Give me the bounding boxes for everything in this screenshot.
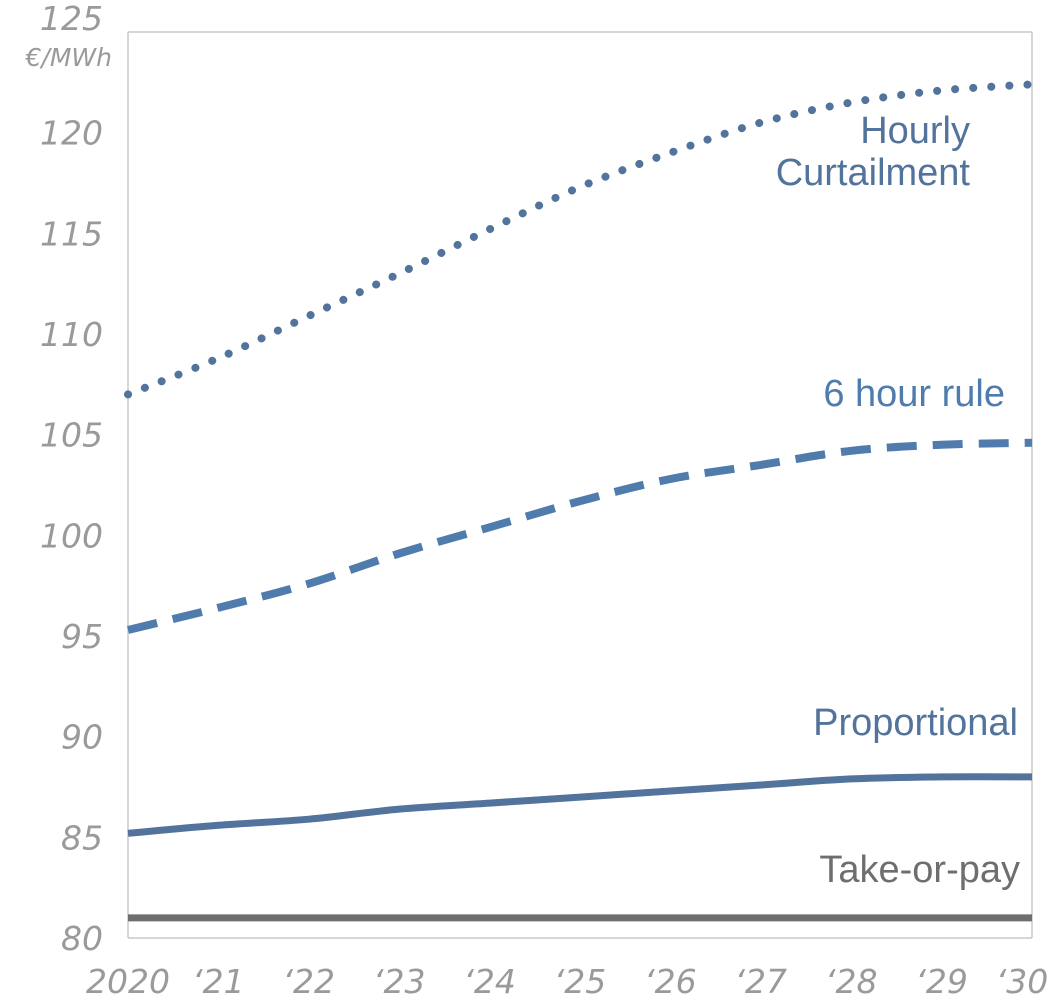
series-label-hourly-curtailment: Curtailment	[776, 152, 971, 194]
series-label-hourly-curtailment: Hourly	[860, 110, 970, 152]
series-label-proportional: Proportional	[813, 702, 1018, 744]
y-tick-label: 95	[61, 617, 103, 656]
axes: 80 85 90 95 100 105 110 115 120 125 €/MWh 2020 ‘21 ‘2…	[25, 0, 1049, 1001]
x-tick-label: ‘21	[192, 962, 244, 1001]
y-tick-label: 90	[61, 718, 103, 757]
series-lines	[124, 80, 1036, 922]
y-tick-label: 110	[40, 315, 103, 354]
series-label-take-or-pay: Take-or-pay	[819, 849, 1020, 891]
x-tick-label: ‘26	[644, 962, 696, 1001]
series-label-6-hour-rule: 6 hour rule	[823, 373, 1005, 415]
x-tick-label: ‘23	[373, 962, 425, 1001]
x-tick-label: ‘24	[463, 962, 515, 1001]
x-tick-label: ‘22	[283, 962, 335, 1001]
y-unit-label: €/MWh	[25, 43, 112, 72]
y-tick-label: 105	[40, 416, 103, 455]
y-tick-label: 100	[40, 516, 103, 555]
y-tick-label: 115	[40, 214, 103, 253]
x-tick-label: ‘30	[996, 962, 1048, 1001]
y-tick-label: 125	[40, 0, 103, 38]
y-tick-label: 85	[61, 818, 103, 857]
x-tick-label: ‘28	[825, 962, 877, 1001]
series-line-proportional	[127, 773, 1033, 837]
x-tick-label: ‘25	[554, 962, 606, 1001]
x-tick-label: 2020	[86, 962, 170, 1001]
y-tick-label: 80	[61, 919, 103, 958]
series-line-6-hour-rule	[127, 438, 1033, 634]
x-tick-label: ‘27	[735, 962, 787, 1001]
y-tick-label: 120	[40, 114, 103, 153]
x-tick-label: ‘29	[915, 962, 967, 1001]
